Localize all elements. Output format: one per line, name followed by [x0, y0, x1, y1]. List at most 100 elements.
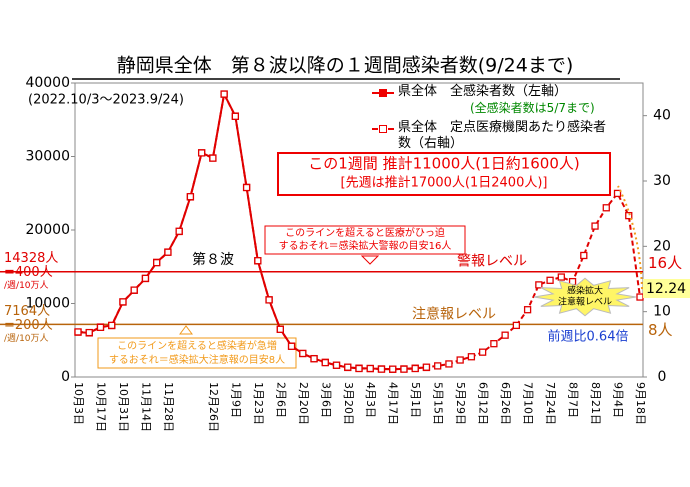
legend-entry: 県全体 定点医療機関あたり感染者数（右軸） [370, 120, 613, 152]
x-tick-label: 10月3日 [72, 382, 85, 425]
latest-value: 12.24 [646, 281, 686, 297]
summary-text: [先週は推計17000人(1日2400人)] [341, 175, 548, 191]
point [602, 204, 610, 212]
reference-left-label: /週/10万人 [4, 280, 49, 291]
wave-label: 第８波 [192, 251, 234, 268]
point [299, 349, 307, 358]
point [434, 362, 442, 370]
point [231, 112, 240, 120]
point [108, 321, 116, 330]
y-tick-label: 20000 [25, 222, 70, 238]
legend-note: (全感染者数は5/7まで) [470, 101, 595, 115]
x-tick-label: 2月20日 [297, 382, 310, 425]
x-tick-label: 1月9日 [229, 382, 242, 418]
x-tick-label: 12月26日 [207, 382, 220, 432]
point [85, 328, 93, 337]
y2-tick-label: 10 [653, 304, 671, 320]
note-text: このラインを超えると医療がひっ迫 [285, 226, 445, 239]
point [175, 227, 183, 235]
y2-tick-label: 30 [653, 173, 671, 189]
point [186, 193, 195, 201]
x-tick-label: 3月20日 [342, 382, 355, 425]
x-tick-label: 6月12日 [477, 382, 490, 425]
point [613, 189, 622, 198]
point [96, 323, 105, 331]
x-tick-label: 3月6日 [319, 382, 332, 418]
reference-left-label: 14328人 [4, 251, 58, 266]
point [164, 248, 172, 256]
point [490, 340, 498, 348]
point [310, 355, 318, 363]
point [535, 281, 543, 289]
reference-label: 注意報レベル [412, 305, 496, 322]
legend-label: 県全体 全感染者数（左軸） [398, 84, 568, 99]
x-tick-label: 4月17日 [387, 382, 400, 425]
point [141, 274, 150, 282]
point [580, 251, 588, 260]
x-tick-label: 4月3日 [364, 382, 377, 418]
point [456, 356, 464, 364]
point [74, 328, 82, 336]
reference-label: 警報レベル [457, 254, 527, 270]
point [254, 257, 262, 265]
point [389, 365, 397, 373]
note-box [264, 225, 466, 255]
point [411, 364, 419, 373]
x-tick-label: 5月15日 [432, 382, 445, 425]
note-box [97, 337, 297, 369]
point [445, 360, 453, 368]
note-arrow [360, 255, 380, 265]
point [366, 364, 374, 373]
reference-left-label: =200人 [4, 318, 53, 333]
point [265, 296, 273, 304]
x-tick-label: 11月14日 [139, 382, 152, 432]
x-tick-label: 8月7日 [567, 382, 580, 418]
note-arrow [179, 325, 193, 335]
point [197, 149, 206, 157]
legend-entry: 県全体 全感染者数（左軸） [370, 84, 640, 100]
point [153, 259, 161, 267]
y-tick-label: 0 [61, 369, 70, 385]
reference-left-label: /週/10万人 [4, 333, 49, 344]
y2-tick-label: 20 [653, 238, 671, 254]
x-tick-label: 2月6日 [274, 382, 287, 418]
point [355, 364, 363, 373]
point [546, 276, 554, 284]
point [467, 353, 476, 361]
y2-tick-label: 0 [658, 369, 667, 385]
badge-text: 感染拡大 [567, 285, 603, 297]
point [557, 273, 565, 281]
x-tick-label: 7月10日 [522, 382, 535, 425]
legend-label: 県全体 定点医療機関あたり感染者数（右軸） [398, 120, 607, 151]
x-tick-label: 8月21日 [589, 382, 602, 425]
y-tick-label: 40000 [25, 75, 70, 91]
point [422, 363, 431, 371]
point [377, 365, 386, 373]
summary-text: この1週間 推計11000人(1日約1600人) [308, 155, 579, 173]
note-text: このラインを超えると感染者が急増 [117, 339, 277, 352]
ratio: 前週比0.64倍 [548, 329, 629, 345]
x-tick-label: 7月24日 [544, 382, 557, 425]
badge-text: 注意報レベル [558, 296, 612, 308]
reference-left-label: 7164人 [4, 304, 50, 319]
point [625, 211, 633, 220]
point [344, 363, 352, 371]
note-text: するおそれ＝感染拡大警報の目安16人 [279, 239, 452, 252]
point [276, 325, 284, 333]
y2-tick-label: 40 [653, 108, 671, 124]
x-tick-label: 10月31日 [117, 382, 130, 432]
subtitle: (2022.10/3～2023.9/24) [28, 93, 184, 108]
point [512, 321, 521, 330]
summary-arrow [617, 185, 643, 290]
point [501, 331, 509, 339]
point [636, 293, 644, 301]
reference-left-label: =400人 [4, 265, 53, 280]
point [332, 361, 341, 369]
legend: 県全体 全感染者数（左軸） (全感染者数は5/7まで) 県全体 定点医療機関あた… [370, 84, 640, 152]
x-tick-label: 11月28日 [162, 382, 175, 432]
x-tick-label: 5月29日 [454, 382, 467, 425]
x-tick-label: 6月26日 [499, 382, 512, 425]
point [119, 298, 127, 306]
note-text: するおそれ＝感染拡大注意報の目安8人 [109, 353, 285, 366]
